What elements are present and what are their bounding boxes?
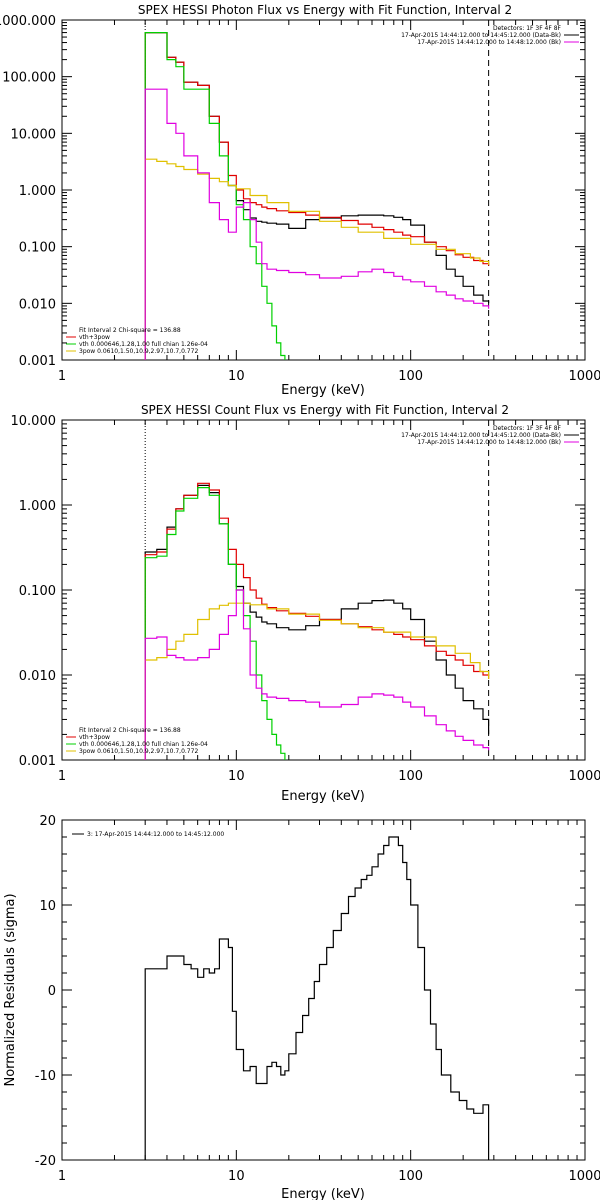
panel-3-legend: 3: 17-Apr-2015 14:44:12.000 to 14:45:12.… — [72, 831, 224, 838]
x-tick-label: 1 — [58, 769, 66, 784]
panel-2-plot-frame — [61, 419, 586, 761]
y-tick-label: 1.000 — [19, 499, 56, 514]
count-flux-panel: SPEX HESSI Count Flux vs Energy with Fit… — [11, 403, 600, 804]
series-line-1 — [144, 32, 490, 360]
y-tick-label: 0.001 — [19, 754, 56, 769]
y-tick-label: 10.000 — [11, 414, 57, 429]
x-tick-label: 10 — [228, 369, 245, 384]
y-tick-label: 0 — [48, 984, 56, 999]
legend-entry: 17-Apr-2015 14:44:12.000 to 14:48:12.000… — [417, 439, 561, 446]
panel-3-plot-frame — [61, 819, 586, 1161]
x-tick-label: 1 — [58, 369, 66, 384]
legend-entry: 3pow 0.0610,1.50,10.9,2.97,10.7,0.772 — [79, 748, 198, 755]
series-line-1 — [144, 482, 490, 760]
panel-2-x-axis-title: Energy (keV) — [281, 789, 365, 804]
legend-entry: Fit Interval 2 Chi-square = 136.88 — [79, 327, 181, 334]
y-tick-label: 1.000 — [19, 184, 56, 199]
x-tick-label: 10 — [228, 1169, 245, 1184]
panel-3-y-axis-title: Normalized Residuals (sigma) — [3, 893, 18, 1086]
panel-2-series — [144, 420, 490, 760]
y-tick-label: 20 — [39, 814, 56, 829]
panel-1-plot-frame — [61, 19, 586, 361]
x-tick-label: 100 — [398, 769, 423, 784]
y-tick-label: 0.010 — [19, 669, 56, 684]
y-tick-label: 0.100 — [19, 241, 56, 256]
panel-3-series — [144, 836, 490, 1160]
legend-entry: Detectors: 1F 3F 4F 8F — [493, 25, 562, 32]
panel-1-x-axis-title: Energy (keV) — [281, 383, 365, 398]
legend-entry: vth+3pow — [79, 334, 110, 341]
y-tick-label: 100.000 — [2, 71, 56, 86]
y-tick-label: -10 — [35, 1069, 56, 1084]
series-line-4 — [144, 88, 490, 360]
x-tick-label: 100 — [398, 1169, 423, 1184]
y-tick-label: -20 — [35, 1154, 56, 1169]
y-tick-label: 10.000 — [11, 127, 57, 142]
panel-1-series — [144, 20, 490, 360]
x-tick-label: 1 — [58, 1169, 66, 1184]
legend-entry: vth 0.000646,1.28,1.00 full chian 1.26e-… — [79, 341, 208, 348]
legend-entry: 17-Apr-2015 14:44:12.000 to 14:45:12.000… — [401, 432, 561, 439]
residuals-panel: 1 10 100 1000 -20 -10 0 10 20 3: 17-Apr-2015 14:… — [3, 814, 600, 1200]
series-line-2 — [144, 32, 286, 360]
y-tick-label: 10 — [39, 899, 56, 914]
legend-entry: vth+3pow — [79, 734, 110, 741]
y-tick-label: 0.001 — [19, 354, 56, 369]
legend-entry: 17-Apr-2015 14:44:12.000 to 14:48:12.000… — [417, 39, 561, 46]
panel-3-ticks: 1 10 100 1000 -20 -10 0 10 20 — [35, 814, 600, 1184]
panel-2-title: SPEX HESSI Count Flux vs Energy with Fit… — [141, 403, 509, 417]
series-line-0 — [144, 484, 490, 760]
y-tick-label: 1000.000 — [0, 14, 56, 29]
panel-1-title: SPEX HESSI Photon Flux vs Energy with Fi… — [138, 3, 512, 17]
series-line-3 — [144, 602, 490, 760]
legend-entry: 3: 17-Apr-2015 14:44:12.000 to 14:45:12.… — [87, 831, 224, 838]
legend-entry: 17-Apr-2015 14:44:12.000 to 14:45:12.000… — [401, 32, 561, 39]
legend-entry: vth 0.000646,1.28,1.00 full chian 1.26e-… — [79, 741, 208, 748]
series-line-2 — [144, 487, 286, 760]
panel-1-ticks: 1 10 100 1000 0.001 0.010 0.100 1.000 10.000 100.… — [0, 14, 600, 384]
y-tick-label: 0.100 — [19, 584, 56, 599]
legend-entry: Detectors: 1F 3F 4F 8F — [493, 425, 562, 432]
series-line-0 — [144, 836, 490, 1160]
legend-entry: Fit Interval 2 Chi-square = 136.88 — [79, 727, 181, 734]
x-tick-label: 1000 — [568, 769, 600, 784]
x-tick-label: 1000 — [568, 369, 600, 384]
photon-flux-panel: SPEX HESSI Photon Flux vs Energy with Fi… — [0, 3, 600, 398]
y-tick-label: 0.010 — [19, 297, 56, 312]
panel-3-x-axis-title: Energy (keV) — [281, 1187, 365, 1200]
x-tick-label: 100 — [398, 369, 423, 384]
x-tick-label: 1000 — [568, 1169, 600, 1184]
series-line-3 — [144, 158, 490, 360]
panel-2-ticks: 1 10 100 1000 0.001 0.010 0.100 1.000 10.000 — [11, 414, 600, 784]
legend-entry: 3pow 0.0610,1.50,10.9,2.97,10.7,0.772 — [79, 348, 198, 355]
x-tick-label: 10 — [228, 769, 245, 784]
series-line-4 — [144, 589, 490, 760]
